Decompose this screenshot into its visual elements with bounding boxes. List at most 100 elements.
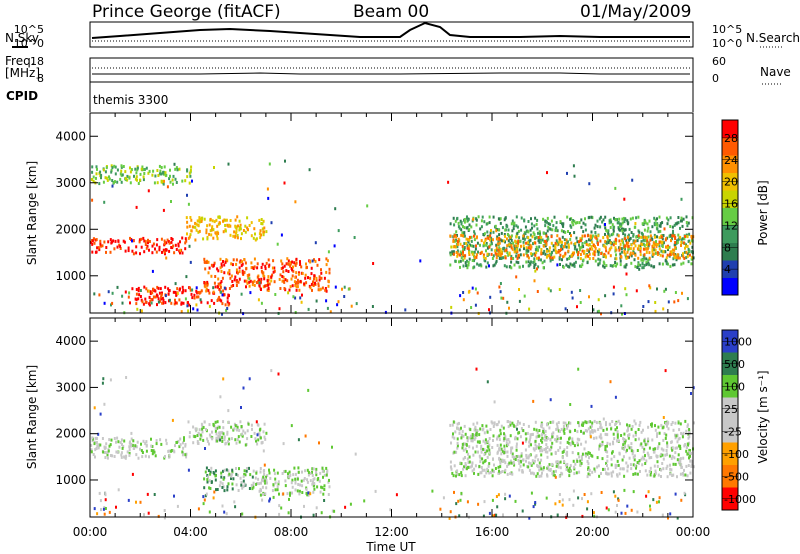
echo-cell	[468, 251, 470, 255]
echo-cell	[685, 244, 688, 248]
echo-cell	[665, 466, 668, 470]
echo-cell	[455, 474, 457, 478]
echo-cell	[449, 253, 452, 257]
echo-cell	[287, 472, 289, 476]
echo-cell	[637, 437, 640, 441]
echo-cell	[499, 238, 502, 242]
echo-cell	[569, 217, 572, 221]
x-tick-label: 00:00	[676, 525, 711, 539]
echo-cell	[253, 279, 256, 283]
echo-cell	[219, 298, 222, 302]
echo-cell	[184, 453, 187, 457]
echo-cell	[607, 472, 610, 476]
echo-cell	[587, 451, 590, 455]
echo-cell	[589, 435, 592, 439]
echo-cell	[238, 440, 241, 444]
echo-cell	[542, 217, 545, 221]
echo-cell	[327, 284, 330, 288]
echo-cell	[671, 225, 674, 229]
echo-cell	[161, 291, 163, 295]
echo-cell	[217, 434, 220, 438]
echo-cell	[544, 435, 547, 438]
echo-cell	[473, 238, 476, 242]
echo-cell	[319, 471, 322, 475]
echo-cell	[648, 251, 651, 255]
echo-cell	[139, 289, 142, 292]
echo-cell	[201, 216, 204, 220]
echo-cell	[109, 443, 112, 447]
echo-cell	[200, 422, 203, 426]
echo-cell	[159, 299, 161, 303]
echo-cell	[274, 293, 277, 296]
echo-cell	[222, 420, 225, 424]
echo-cell	[208, 423, 211, 427]
echo-cell	[619, 246, 622, 250]
echo-cell	[236, 473, 239, 477]
echo-cell	[246, 216, 249, 220]
echo-cell	[636, 449, 639, 452]
echo-cell	[648, 284, 651, 288]
echo-cell	[455, 230, 458, 234]
echo-cell	[484, 441, 487, 445]
echo-cell	[138, 240, 141, 244]
echo-cell	[189, 286, 191, 290]
echo-cell	[250, 234, 253, 238]
echo-cell	[630, 261, 633, 265]
echo-cell	[198, 432, 201, 436]
echo-cell	[468, 228, 471, 232]
echo-cell	[172, 182, 174, 186]
echo-cell	[147, 171, 150, 175]
echo-cell	[556, 436, 559, 440]
echo-cell	[240, 481, 243, 484]
echo-cell	[524, 232, 527, 235]
echo-cell	[237, 435, 240, 439]
echo-cell	[154, 247, 156, 251]
echo-cell	[304, 276, 307, 280]
echo-cell	[661, 240, 664, 244]
echo-cell	[219, 438, 221, 442]
echo-cell	[649, 473, 652, 477]
echo-cell	[487, 252, 490, 256]
echo-cell	[160, 297, 163, 301]
echo-cell	[508, 306, 510, 310]
echo-cell	[503, 470, 506, 474]
echo-cell	[637, 462, 640, 465]
echo-cell	[122, 165, 125, 168]
echo-cell	[124, 290, 127, 294]
echo-cell	[337, 300, 340, 304]
echo-cell	[239, 223, 242, 227]
echo-cell	[498, 448, 501, 452]
echo-cell	[235, 227, 238, 231]
echo-cell	[574, 221, 577, 225]
echo-cell	[237, 224, 239, 228]
echo-cell	[517, 239, 520, 243]
echo-cell	[670, 253, 673, 256]
echo-cell	[183, 436, 185, 440]
echo-cell	[485, 222, 488, 226]
echo-cell	[456, 245, 459, 249]
echo-cell	[627, 248, 630, 252]
echo-cell	[121, 443, 123, 446]
echo-cell	[665, 216, 668, 220]
echo-cell	[613, 437, 616, 441]
echo-cell	[156, 294, 159, 298]
echo-cell	[611, 450, 614, 454]
echo-cell	[228, 272, 231, 276]
echo-cell	[494, 251, 497, 255]
echo-cell	[288, 475, 291, 479]
echo-cell	[635, 235, 638, 239]
echo-cell	[486, 261, 489, 265]
echo-cell	[218, 221, 221, 225]
echo-cell	[324, 287, 327, 290]
echo-cell	[216, 420, 219, 424]
echo-cell	[576, 441, 579, 445]
echo-cell	[186, 175, 189, 179]
echo-cell	[562, 230, 565, 234]
echo-cell	[467, 465, 470, 469]
echo-cell	[121, 294, 124, 298]
echo-cell	[199, 433, 202, 437]
velocity-yaxis-label: Slant Range [km]	[25, 365, 39, 469]
echo-cell	[155, 442, 158, 446]
echo-cell	[592, 252, 595, 256]
echo-cell	[518, 248, 521, 252]
